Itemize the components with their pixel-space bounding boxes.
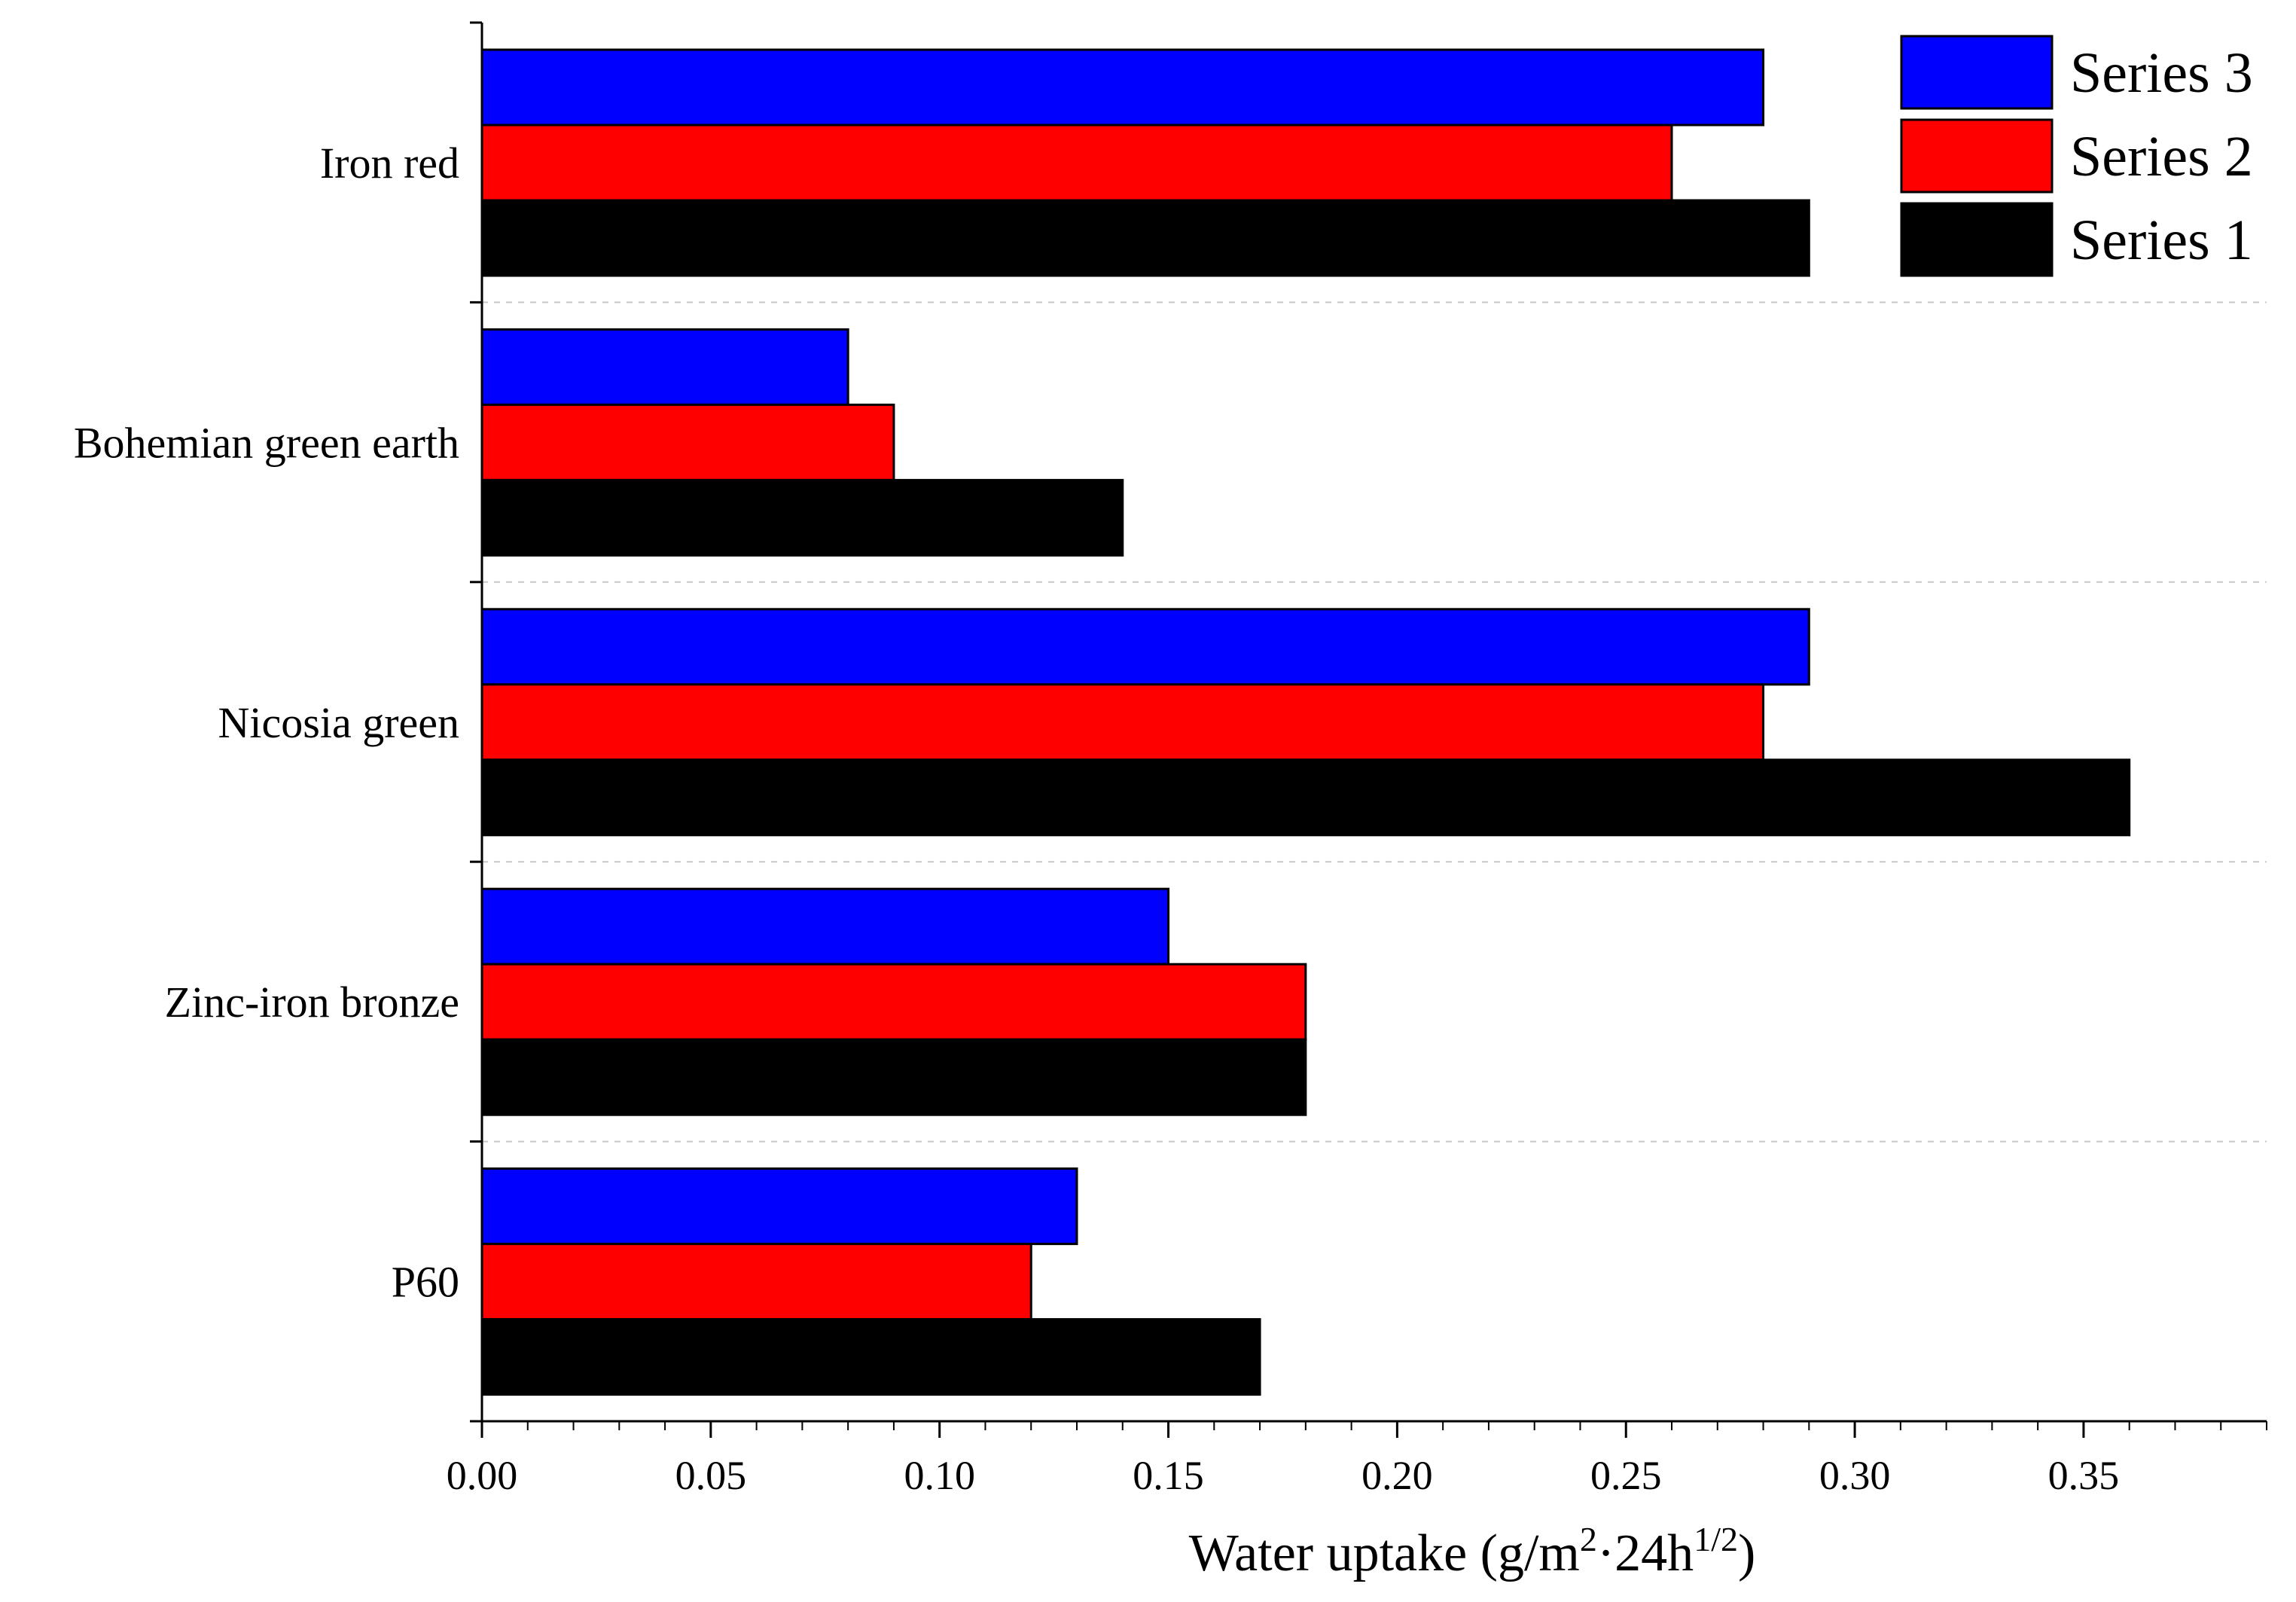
bar-series-3 (480, 48, 1765, 127)
bar-series-2 (480, 683, 1765, 761)
x-tick-label: 0.25 (1590, 1453, 1662, 1498)
y-tick-label: Nicosia green (218, 698, 459, 747)
y-tick-label: Bohemian green earth (74, 418, 459, 467)
x-tick-label: 0.05 (675, 1453, 747, 1498)
x-tick-label: 0.00 (447, 1453, 518, 1498)
x-tick-label: 0.15 (1133, 1453, 1204, 1498)
bar-series-1 (480, 1318, 1261, 1396)
bar-series-1 (480, 1038, 1307, 1116)
bar-series-2 (480, 403, 895, 481)
y-tick-label: Iron red (320, 139, 459, 188)
bar-series-1 (480, 758, 2131, 837)
legend-label-series-3: Series 3 (2070, 41, 2253, 105)
bar-series-1 (480, 478, 1124, 557)
bar-series-3 (480, 887, 1170, 966)
y-tick-label: Zinc-iron bronze (165, 978, 459, 1027)
x-tick-label: 0.10 (904, 1453, 975, 1498)
x-tick-label: 0.35 (2048, 1453, 2120, 1498)
bar-series-3 (480, 608, 1810, 686)
legend-label-series-1: Series 1 (2070, 209, 2253, 272)
x-tick-label: 0.30 (1819, 1453, 1891, 1498)
bar-series-1 (480, 199, 1810, 277)
bar-series-2 (480, 1243, 1032, 1321)
legend-swatch-series-2 (1900, 118, 2054, 194)
x-tick-label: 0.20 (1361, 1453, 1433, 1498)
grid-layer (482, 301, 2267, 1143)
legend-swatch-series-3 (1900, 35, 2054, 110)
bar-series-3 (480, 328, 849, 406)
legend-swatch-series-1 (1900, 202, 2054, 277)
x-axis-title: Water uptake (g/m2·24h1/2) (1189, 1520, 1756, 1582)
y-tick-label: P60 (392, 1258, 459, 1307)
legend-label-series-2: Series 2 (2070, 125, 2253, 188)
bar-series-3 (480, 1167, 1078, 1246)
legend: Series 3 Series 2 Series 1 (1900, 35, 2253, 277)
bar-series-2 (480, 124, 1673, 202)
axis-layer: Iron red Bohemian green earth Nicosia gree… (74, 21, 2267, 1498)
bars-layer (480, 48, 2131, 1396)
bar-series-2 (480, 963, 1307, 1041)
